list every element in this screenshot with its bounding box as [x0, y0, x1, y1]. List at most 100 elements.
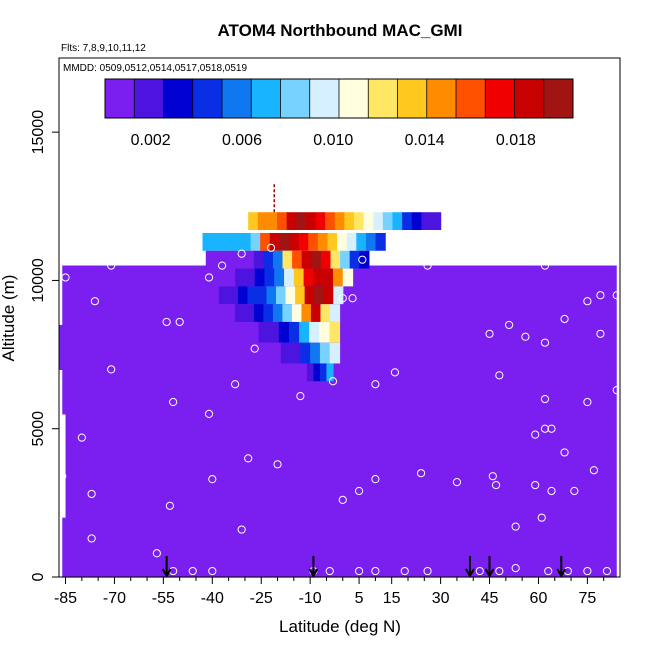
x-tick-label: 60: [530, 590, 548, 607]
sample-point: [371, 566, 380, 576]
plume-cell: [288, 321, 300, 343]
plume-cell: [354, 212, 365, 231]
field-band: [62, 369, 617, 385]
sample-point: [495, 371, 504, 380]
colorbar-tick-label: 0.010: [313, 132, 353, 149]
plume-cell: [329, 304, 341, 322]
plume-cell: [280, 342, 292, 364]
plume-cell: [356, 232, 367, 251]
colorbar-segment: [543, 79, 574, 118]
sample-point: [152, 549, 161, 558]
plume-cell: [264, 268, 275, 287]
sample-point: [188, 566, 197, 576]
plume-cell: [296, 212, 307, 231]
sample-point: [358, 255, 367, 264]
plume-cell: [286, 212, 297, 231]
plume-cell: [258, 321, 270, 343]
plume-cell: [257, 212, 269, 231]
colorbar-segment: [397, 79, 428, 118]
colorbar-segment: [514, 79, 545, 118]
plume-cell: [320, 250, 332, 269]
x-tick-label: -10: [299, 590, 322, 607]
sample-point: [175, 317, 184, 327]
plume-cell: [392, 212, 403, 231]
plume-cell: [411, 212, 422, 231]
plume-cell: [313, 363, 321, 382]
plume-cell: [298, 232, 309, 251]
sample-point: [403, 255, 413, 264]
sample-point: [596, 329, 605, 338]
plume-cell: [421, 212, 432, 231]
sample-point: [296, 391, 305, 401]
sample-point: [354, 566, 364, 576]
sample-point: [61, 273, 70, 282]
sample-point: [511, 564, 520, 573]
plume-cell: [291, 304, 303, 322]
plume-cell: [342, 268, 354, 287]
plume-cell: [256, 286, 268, 305]
arrow-head: [308, 568, 319, 579]
plume-cell: [272, 304, 284, 322]
plume-cell: [268, 321, 280, 343]
plume-cell: [319, 321, 330, 343]
colorbar-frame: [104, 78, 574, 119]
sample-point: [371, 475, 380, 484]
sample-point: [107, 261, 116, 270]
colorbar-segment: [339, 79, 369, 118]
field-band: [65, 473, 617, 489]
plume-cell: [274, 268, 285, 287]
sample-point: [400, 566, 409, 576]
sample-point: [544, 566, 553, 576]
plume-cell: [326, 363, 334, 382]
sample-point: [586, 255, 595, 264]
y-tick-label: 10000: [30, 258, 47, 303]
plume-cell: [373, 212, 384, 231]
field-band: [65, 413, 617, 430]
sample-point: [570, 252, 579, 261]
sample-point: [208, 475, 217, 484]
x-tick-label: -85: [54, 590, 77, 607]
sample-point: [547, 424, 556, 433]
plume-cell: [278, 321, 290, 343]
sample-point: [244, 454, 253, 463]
sample-point: [521, 332, 530, 341]
sample-point: [511, 522, 520, 531]
plume-cell: [238, 321, 250, 343]
sample-point: [371, 380, 380, 389]
plume-cell: [349, 250, 360, 269]
y-tick-label: 5000: [30, 411, 47, 447]
plume-cell: [333, 286, 344, 305]
plume-cell: [300, 342, 311, 364]
arrow-head: [161, 568, 172, 579]
plume-cell: [308, 232, 319, 251]
sample-point: [416, 469, 426, 478]
plume-cell: [282, 250, 293, 269]
plume-cell: [327, 232, 338, 251]
plume-cell: [248, 212, 259, 231]
plume-cell: [315, 212, 326, 231]
sample-point: [560, 448, 569, 457]
x-tick-label: -70: [103, 590, 126, 607]
plume-cell: [313, 268, 324, 287]
plume-cell: [337, 232, 348, 251]
plume-cell: [272, 250, 284, 269]
sample-point: [348, 294, 357, 303]
arrow-head: [484, 568, 495, 579]
plume-cell: [202, 232, 213, 251]
arrow-head: [465, 568, 475, 579]
sample-point: [107, 365, 116, 374]
sample-point: [531, 430, 540, 439]
low-value-patch: [147, 532, 278, 572]
plume-cell: [244, 250, 255, 269]
plume-cell: [285, 286, 296, 305]
colorbar-tick-label: 0.018: [496, 132, 536, 149]
sample-point: [217, 261, 227, 270]
plume-cell: [282, 304, 293, 322]
sample-point: [328, 377, 338, 386]
y-tick-label: 15000: [30, 110, 47, 155]
plume-cell: [231, 232, 242, 251]
plume-cell: [250, 232, 261, 251]
plume-cell: [260, 232, 271, 251]
plume-cell: [244, 268, 256, 287]
plume-cell: [263, 250, 274, 269]
